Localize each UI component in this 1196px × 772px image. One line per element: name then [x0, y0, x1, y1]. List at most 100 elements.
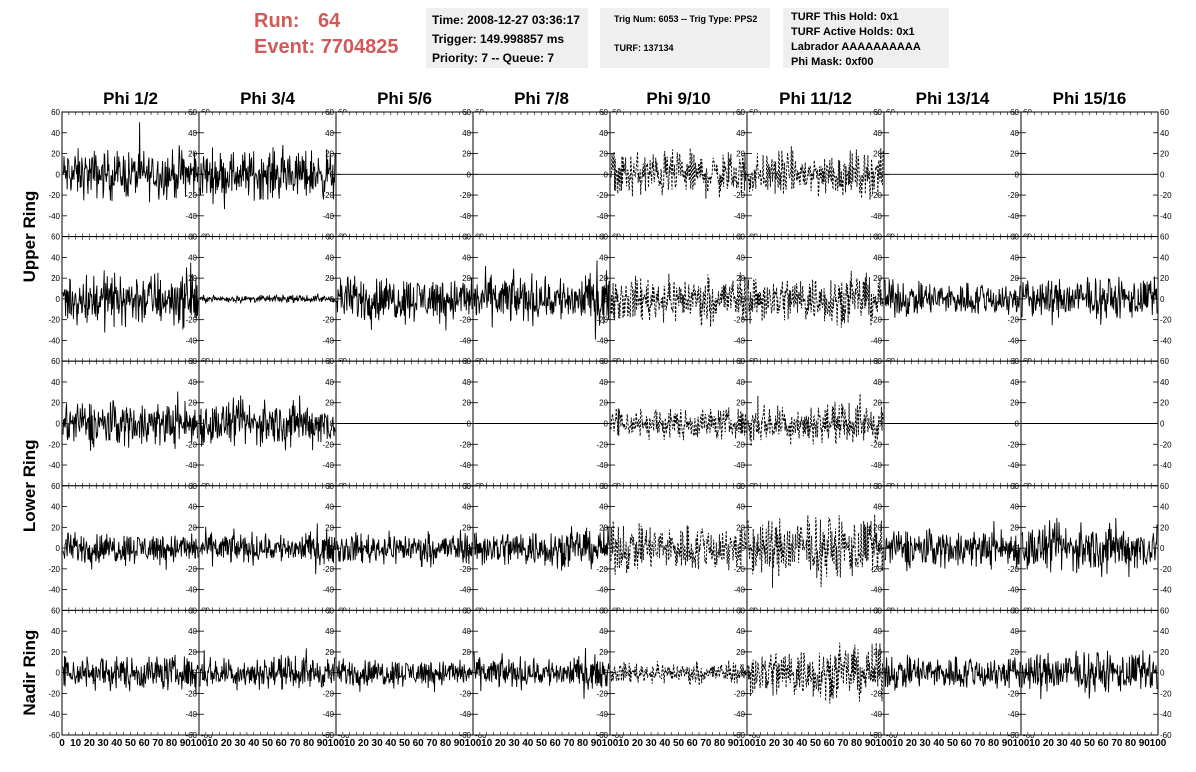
- x-tick-label: 50: [262, 738, 274, 749]
- y-tick-label: 60: [736, 482, 745, 491]
- y-tick-label: 60: [736, 357, 745, 366]
- x-tick-label: 70: [700, 738, 712, 749]
- x-tick-label: 90: [591, 738, 603, 749]
- x-tick-label: 80: [440, 738, 452, 749]
- y-tick-label: 40: [873, 503, 882, 512]
- waveform-trace: [473, 260, 610, 340]
- y-tick-label: 20: [873, 150, 882, 159]
- y-tick-label: -20: [870, 565, 882, 574]
- y-tick-label: 60: [51, 108, 60, 117]
- waveform-trace: [747, 270, 884, 328]
- y-tick-label: 60: [51, 606, 60, 615]
- time-info-box: Time: 2008-12-27 03:36:17 Trigger: 149.9…: [426, 8, 588, 68]
- y-tick-label: -20: [459, 316, 471, 325]
- y-tick-label: 20: [188, 150, 197, 159]
- x-tick-label: 70: [289, 738, 301, 749]
- y-tick-label: 0: [604, 669, 609, 678]
- y-tick-label: 20: [325, 648, 334, 657]
- x-tick-label: 20: [1043, 738, 1055, 749]
- y-tick-label: -20: [459, 440, 471, 449]
- x-tick-label: 10: [207, 738, 219, 749]
- x-tick-label: 30: [235, 738, 247, 749]
- event-value: 7704825: [320, 36, 399, 58]
- y-tick-label: 20: [1010, 523, 1019, 532]
- x-tick-label: 20: [495, 738, 507, 749]
- x-tick-label: 40: [522, 738, 534, 749]
- y-tick-label: 0: [193, 295, 198, 304]
- x-tick-label: 60: [550, 738, 562, 749]
- y-tick-label: -40: [459, 710, 471, 719]
- waveform-trace: [199, 523, 336, 575]
- y-tick-label: 20: [736, 399, 745, 408]
- y-tick-label: -20: [459, 191, 471, 200]
- y-tick-label: -20: [870, 689, 882, 698]
- x-tick-label: 70: [974, 738, 986, 749]
- y-tick-label: 0: [1015, 420, 1020, 429]
- y-tick-label: -40: [459, 461, 471, 470]
- y-tick-label: 0: [193, 420, 198, 429]
- y-tick-label: -60: [322, 731, 334, 740]
- y-tick-label: 0: [56, 544, 61, 553]
- y-tick-label: 20: [599, 648, 608, 657]
- row-label: Lower Ring: [20, 440, 39, 533]
- y-tick-label: 40: [1160, 627, 1169, 636]
- y-tick-label: 40: [462, 378, 471, 387]
- waveform-trace: [473, 526, 610, 571]
- y-tick-label: 60: [188, 357, 197, 366]
- y-tick-label: 60: [462, 606, 471, 615]
- y-tick-label: 40: [188, 503, 197, 512]
- column-header: Phi 5/6: [377, 89, 432, 108]
- x-tick-label: 50: [1084, 738, 1096, 749]
- x-tick-label: 30: [98, 738, 110, 749]
- y-tick-label: 0: [741, 544, 746, 553]
- y-tick-label: 60: [1010, 606, 1019, 615]
- y-tick-label: 40: [188, 253, 197, 262]
- y-tick-label: 20: [1010, 274, 1019, 283]
- y-tick-label: 60: [736, 108, 745, 117]
- waveform-trace: [610, 520, 747, 575]
- waveform-trace: [62, 262, 199, 333]
- x-tick-label: 100: [191, 738, 208, 749]
- y-tick-label: -20: [459, 689, 471, 698]
- y-tick-label: 60: [736, 606, 745, 615]
- y-tick-label: 40: [462, 627, 471, 636]
- x-tick-label: 80: [577, 738, 589, 749]
- y-tick-label: 60: [1160, 357, 1169, 366]
- x-tick-label: 90: [180, 738, 192, 749]
- y-tick-label: 20: [873, 523, 882, 532]
- y-tick-label: 40: [599, 503, 608, 512]
- y-tick-label: -20: [48, 316, 60, 325]
- y-tick-label: -20: [733, 440, 745, 449]
- y-tick-label: 0: [467, 669, 472, 678]
- panel-frame: [609, 609, 748, 736]
- y-tick-label: 20: [51, 274, 60, 283]
- y-tick-label: 20: [1160, 150, 1169, 159]
- y-tick-label: -40: [733, 586, 745, 595]
- waveform-trace: [884, 520, 1021, 572]
- y-tick-label: 0: [1160, 420, 1165, 429]
- y-tick-label: 0: [56, 170, 61, 179]
- x-tick-label: 100: [739, 738, 756, 749]
- y-tick-label: 20: [599, 523, 608, 532]
- y-tick-label: 40: [188, 627, 197, 636]
- y-tick-label: 0: [878, 170, 883, 179]
- y-tick-label: 20: [1010, 399, 1019, 408]
- y-tick-label: 40: [599, 253, 608, 262]
- x-tick-label: 20: [221, 738, 233, 749]
- y-tick-label: -20: [1007, 689, 1019, 698]
- y-tick-label: 20: [188, 523, 197, 532]
- y-tick-label: 60: [1010, 108, 1019, 117]
- y-tick-label: -40: [596, 336, 608, 345]
- y-tick-label: 60: [188, 482, 197, 491]
- x-tick-label: 10: [70, 738, 82, 749]
- waveform-trace: [610, 272, 747, 327]
- y-tick-label: 40: [1160, 129, 1169, 138]
- x-tick-label: 40: [933, 738, 945, 749]
- x-tick-label: 100: [876, 738, 893, 749]
- y-tick-label: 0: [1015, 170, 1020, 179]
- y-tick-label: 20: [51, 523, 60, 532]
- y-tick-label: 60: [1160, 606, 1169, 615]
- waveform-trace: [747, 393, 884, 447]
- waveform-trace: [336, 275, 473, 331]
- y-tick-label: -20: [870, 316, 882, 325]
